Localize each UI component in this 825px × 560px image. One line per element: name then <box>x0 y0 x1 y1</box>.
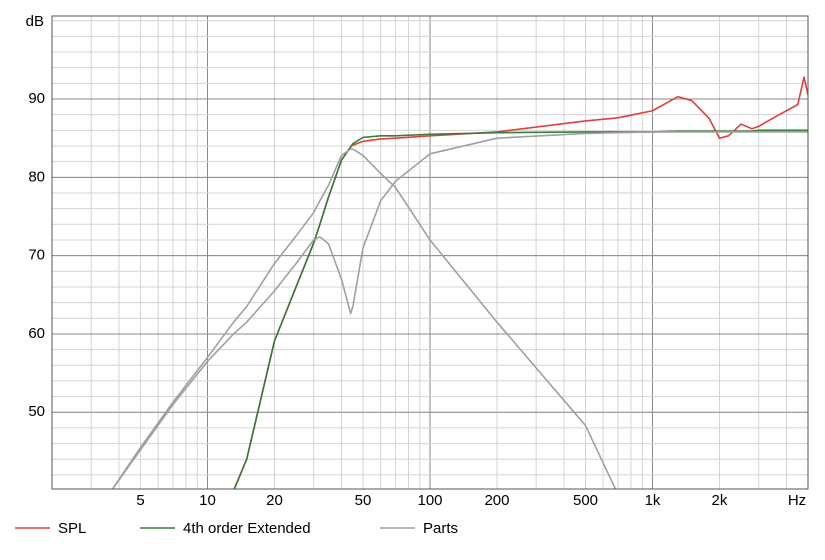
x-tick-label: 20 <box>266 492 283 509</box>
legend: SPL 4th order Extended Parts <box>15 520 458 537</box>
x-tick-label: 100 <box>417 492 442 509</box>
y-tick-label: 90 <box>28 90 45 107</box>
grid <box>51 16 809 489</box>
legend-label: SPL <box>58 520 86 537</box>
series-line <box>111 131 808 489</box>
x-tick-label: 10 <box>199 492 216 509</box>
y-tick-label: 50 <box>28 403 45 420</box>
plot-border <box>51 15 809 490</box>
series-line <box>111 148 617 489</box>
x-tick-label: 500 <box>573 492 598 509</box>
legend-label: Parts <box>423 520 458 537</box>
x-tick-label: 200 <box>484 492 509 509</box>
x-tick-label: 5 <box>136 492 144 509</box>
x-tick-label: Hz <box>788 492 806 509</box>
lines <box>111 76 808 489</box>
y-tick-label: 60 <box>28 325 45 342</box>
y-tick-label: 70 <box>28 247 45 264</box>
x-tick-label: 2k <box>712 492 728 509</box>
series-line <box>233 129 808 489</box>
y-axis-label: dB <box>26 13 44 30</box>
legend-label: 4th order Extended <box>183 520 311 537</box>
x-tick-label: 50 <box>355 492 372 509</box>
y-tick-label: 80 <box>28 168 45 185</box>
x-tick-label: 1k <box>645 492 661 509</box>
